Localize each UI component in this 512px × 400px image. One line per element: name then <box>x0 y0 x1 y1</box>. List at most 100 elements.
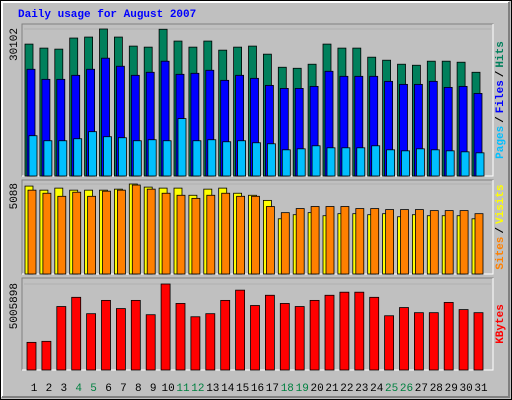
x-tick-label: 13 <box>206 383 219 395</box>
bar <box>266 143 276 177</box>
bar <box>220 299 231 371</box>
x-tick-label: 29 <box>445 383 458 395</box>
bar <box>326 147 336 177</box>
bar <box>281 149 291 177</box>
x-tick-label: 2 <box>46 383 53 395</box>
bar <box>355 208 365 275</box>
bar <box>369 296 380 371</box>
bar <box>264 294 275 371</box>
bar <box>371 145 381 177</box>
x-tick-label: 4 <box>75 383 82 395</box>
bar <box>41 340 52 371</box>
bar <box>443 302 454 371</box>
bar <box>458 309 469 371</box>
bar <box>309 299 320 371</box>
bar <box>43 140 53 177</box>
bar <box>413 312 424 371</box>
bar <box>222 141 232 177</box>
x-tick-label: 30 <box>459 383 472 395</box>
x-tick-label: 20 <box>310 383 323 395</box>
bar <box>118 137 127 177</box>
x-tick-label: 23 <box>355 383 368 395</box>
y-tick-label: 5005898 <box>9 283 21 329</box>
x-tick-label: 17 <box>266 383 279 395</box>
bar <box>175 303 186 371</box>
bar <box>400 209 409 275</box>
bar <box>160 283 171 371</box>
legend-separator: / <box>495 116 507 123</box>
bar <box>103 136 112 177</box>
bar <box>236 195 246 275</box>
x-tick-label: 5 <box>90 383 97 395</box>
bar <box>415 148 425 177</box>
title: Daily usage for August 2007 <box>18 9 196 21</box>
legend-separator: / <box>495 70 507 77</box>
legend: Pages / Files / Hits <box>495 41 507 159</box>
bar <box>296 148 306 177</box>
bar <box>73 138 83 177</box>
legend-entry: Visits <box>495 184 507 224</box>
legend-separator: / <box>495 227 507 234</box>
x-tick-label: 9 <box>150 383 157 395</box>
bar <box>101 299 111 371</box>
bar <box>145 314 156 371</box>
bar <box>205 313 216 371</box>
x-tick-label: 11 <box>176 383 190 395</box>
legend-entry: Pages <box>495 126 507 159</box>
bar <box>117 189 126 275</box>
bar <box>370 208 380 275</box>
bar <box>191 197 201 275</box>
bar <box>459 210 469 275</box>
legend: KBytes <box>495 304 507 344</box>
bar <box>265 206 275 275</box>
bar <box>207 139 217 177</box>
bar <box>280 212 290 275</box>
x-tick-label: 21 <box>325 383 339 395</box>
bar <box>221 192 231 275</box>
bar <box>295 208 305 275</box>
bar <box>147 139 157 177</box>
bar <box>72 191 82 275</box>
bar <box>430 149 440 177</box>
bar <box>132 140 142 177</box>
bar <box>251 195 260 275</box>
bar <box>385 209 395 275</box>
bar <box>102 190 111 275</box>
x-tick-label: 14 <box>221 383 235 395</box>
bar <box>58 140 68 177</box>
bar <box>354 291 365 371</box>
bar <box>28 135 38 177</box>
bar <box>27 189 37 275</box>
bar <box>341 147 351 177</box>
bar <box>161 192 171 275</box>
x-tick-label: 7 <box>120 383 127 395</box>
bar <box>340 206 350 275</box>
x-tick-label: 25 <box>385 383 398 395</box>
bar <box>87 195 96 275</box>
bar <box>88 131 97 177</box>
bar <box>384 315 395 371</box>
bar <box>429 210 439 275</box>
x-tick-label: 28 <box>430 383 443 395</box>
bar <box>279 303 290 371</box>
legend-entry: KBytes <box>495 304 507 344</box>
bar <box>473 312 484 371</box>
bar <box>206 194 216 275</box>
x-tick-label: 15 <box>236 383 249 395</box>
bar <box>445 150 455 177</box>
x-tick-label: 3 <box>60 383 67 395</box>
bar <box>131 184 141 275</box>
bar <box>310 206 320 275</box>
bar <box>356 147 366 177</box>
bar <box>414 209 424 275</box>
bar <box>237 140 247 177</box>
bar <box>86 313 96 371</box>
x-tick-label: 16 <box>251 383 264 395</box>
bar <box>325 206 335 275</box>
x-tick-label: 8 <box>135 383 142 395</box>
x-tick-label: 6 <box>105 383 112 395</box>
bar <box>311 145 321 177</box>
